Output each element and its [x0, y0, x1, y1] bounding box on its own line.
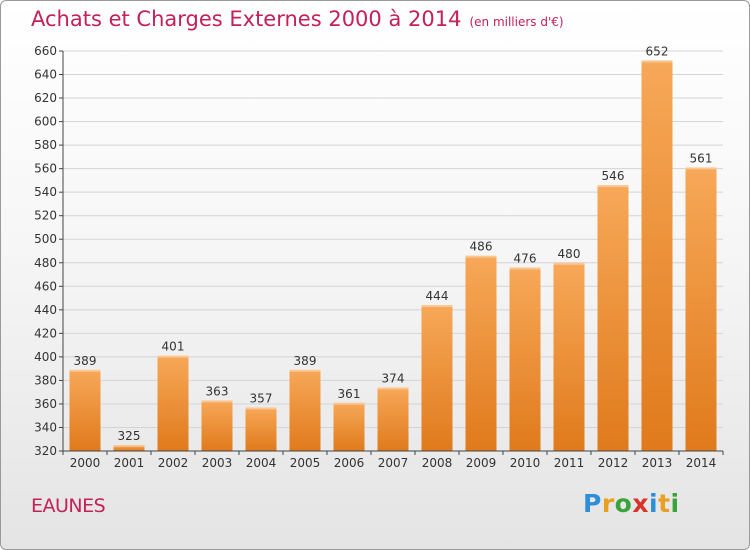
bar-highlight [289, 369, 321, 372]
bar [333, 402, 365, 451]
data-label: 374 [382, 371, 405, 385]
logo-letter: x [632, 489, 649, 518]
bar [113, 445, 145, 451]
bar [641, 60, 673, 451]
data-label: 480 [558, 247, 581, 261]
bar-highlight [641, 60, 673, 63]
bar [597, 185, 629, 451]
bar-highlight [685, 167, 717, 170]
y-tick-label: 340 [34, 420, 57, 434]
proxiti-logo[interactable]: Proxiti [583, 489, 680, 518]
x-tick-label: 2005 [290, 456, 321, 470]
x-tick-label: 2006 [334, 456, 365, 470]
chart-title: Achats et Charges Externes 2000 à 2014 (e… [31, 7, 564, 31]
x-tick-label: 2008 [422, 456, 453, 470]
data-label: 357 [250, 391, 273, 405]
logo-letter: i [670, 489, 680, 518]
x-tick-label: 2000 [70, 456, 101, 470]
y-tick-label: 320 [34, 444, 57, 458]
y-tick-label: 580 [34, 138, 57, 152]
x-tick-label: 2010 [510, 456, 541, 470]
logo-letter: o [614, 489, 633, 518]
x-tick-label: 2004 [246, 456, 277, 470]
x-tick-label: 2002 [158, 456, 189, 470]
data-label: 652 [646, 44, 669, 58]
x-tick-label: 2012 [598, 456, 629, 470]
bar [157, 355, 189, 451]
bar-highlight [509, 267, 541, 270]
y-tick-label: 360 [34, 397, 57, 411]
x-tick-label: 2013 [642, 456, 673, 470]
bar-highlight [157, 355, 189, 358]
y-tick-label: 400 [34, 350, 57, 364]
y-tick-label: 520 [34, 209, 57, 223]
bar [421, 305, 453, 451]
data-label: 486 [470, 240, 493, 254]
logo-letter: i [649, 489, 659, 518]
x-tick-label: 2011 [554, 456, 585, 470]
bar [69, 369, 101, 451]
y-tick-label: 480 [34, 256, 57, 270]
x-tick-label: 2003 [202, 456, 233, 470]
bar [553, 262, 585, 451]
y-tick-label: 380 [34, 373, 57, 387]
bar [201, 400, 233, 451]
bar-highlight [465, 255, 497, 258]
bar-highlight [421, 305, 453, 308]
bar-highlight [597, 185, 629, 188]
bar-highlight [333, 402, 365, 405]
bar-highlight [245, 407, 277, 410]
bars [69, 60, 717, 451]
bar-highlight [113, 445, 145, 448]
y-tick-label: 420 [34, 326, 57, 340]
data-label: 325 [118, 429, 141, 443]
axes: 320 340 360 380 400 420 440 460 480 500 520 540 560 5… [34, 44, 724, 470]
y-tick-label: 440 [34, 303, 57, 317]
commune-name: EAUNES [31, 495, 106, 517]
bar [377, 387, 409, 451]
y-tick-label: 560 [34, 162, 57, 176]
y-tick-label: 620 [34, 91, 57, 105]
bar [509, 267, 541, 451]
chart-title-text: Achats et Charges Externes 2000 à 2014 [31, 7, 462, 31]
x-tick-label: 2014 [686, 456, 717, 470]
logo-letter: P [583, 489, 602, 518]
bar [245, 407, 277, 451]
bar-highlight [553, 262, 585, 265]
data-label: 444 [426, 289, 449, 303]
data-label: 389 [74, 354, 97, 368]
x-tick-label: 2001 [114, 456, 145, 470]
y-tick-label: 540 [34, 185, 57, 199]
bar [465, 255, 497, 451]
data-label: 389 [294, 354, 317, 368]
logo-letter: t [658, 489, 671, 518]
data-label: 401 [162, 340, 185, 354]
y-tick-label: 660 [34, 44, 57, 58]
x-tick-label: 2007 [378, 456, 409, 470]
bar [289, 369, 321, 451]
y-tick-label: 460 [34, 279, 57, 293]
y-tick-label: 640 [34, 68, 57, 82]
data-label: 361 [338, 387, 361, 401]
chart-subtitle: (en milliers d'€) [469, 15, 564, 29]
data-labels: 389 325 401 363 357 389 361 374 444 486 476 480 546 6… [74, 44, 713, 443]
logo-letter: r [601, 489, 615, 518]
data-label: 561 [690, 151, 713, 165]
data-label: 363 [206, 384, 229, 398]
y-tick-label: 600 [34, 115, 57, 129]
bar-highlight [69, 369, 101, 372]
y-tick-label: 500 [34, 232, 57, 246]
bar-highlight [201, 400, 233, 403]
x-tick-label: 2009 [466, 456, 497, 470]
data-label: 546 [602, 169, 625, 183]
bar-highlight [377, 387, 409, 390]
bar [685, 167, 717, 451]
data-label: 476 [514, 251, 537, 265]
